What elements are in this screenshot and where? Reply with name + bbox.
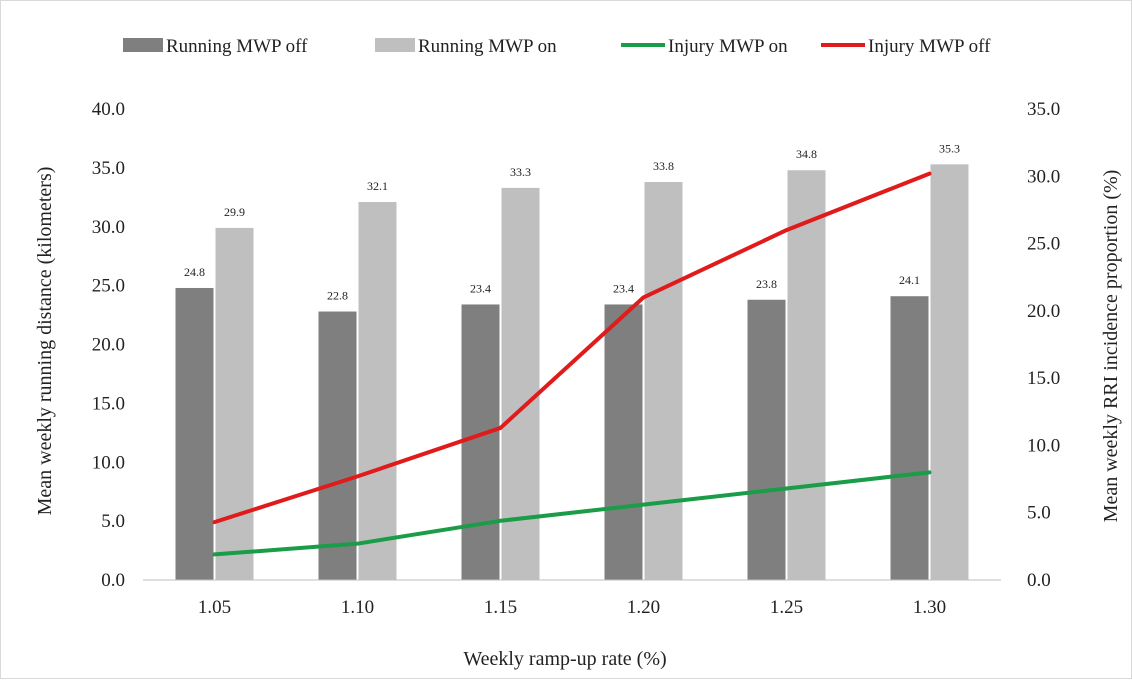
- bar-data-label: 23.4: [613, 281, 634, 295]
- labels-layer: 24.8 22.8 23.4 23.4 23.8 24.1 29.9 32.1 33.3 33.8…: [184, 141, 960, 302]
- x-tick-label: 1.20: [627, 597, 660, 618]
- line-injury-mwp-off: [212, 171, 932, 525]
- bar-data-label: 33.3: [510, 165, 531, 179]
- x-tick-label: 1.10: [341, 597, 374, 618]
- bar-data-label: 35.3: [939, 141, 960, 155]
- bar-data-label: 34.8: [796, 147, 817, 161]
- y2-tick-label: 0.0: [1027, 570, 1051, 591]
- legend-label: Injury MWP off: [868, 36, 991, 57]
- bar-running-mwp-off: [604, 304, 643, 580]
- x-tick-label: 1.15: [484, 597, 517, 618]
- y2-tick-label: 35.0: [1027, 99, 1060, 120]
- bar-data-label: 29.9: [224, 205, 245, 219]
- bar-data-label: 24.1: [899, 273, 920, 287]
- legend-swatch: [123, 38, 163, 52]
- legend-label: Injury MWP on: [668, 36, 788, 57]
- bar-running-mwp-off: [318, 311, 357, 580]
- y2-tick-label: 5.0: [1027, 503, 1051, 524]
- bar-data-label: 22.8: [327, 289, 348, 303]
- x-tick-label: 1.05: [198, 597, 231, 618]
- legend: Running MWP off Running MWP on Injury MWP …: [123, 36, 991, 57]
- y2-tick-label: 30.0: [1027, 166, 1060, 187]
- y-tick-label: 30.0: [92, 217, 125, 238]
- x-tick-label: 1.30: [913, 597, 946, 618]
- legend-label: Running MWP off: [166, 36, 308, 57]
- bars-layer: [175, 164, 969, 581]
- bar-data-label: 33.8: [653, 159, 674, 173]
- y-tick-label: 15.0: [92, 393, 125, 414]
- y-tick-label: 25.0: [92, 276, 125, 297]
- bar-data-label: 32.1: [367, 179, 388, 193]
- bar-running-mwp-on: [501, 187, 540, 580]
- bar-running-mwp-on: [787, 170, 826, 581]
- bar-running-mwp-on: [644, 182, 683, 580]
- bar-data-label: 23.8: [756, 277, 777, 291]
- y2-tick-label: 15.0: [1027, 368, 1060, 389]
- bar-running-mwp-off: [890, 296, 929, 580]
- bar-running-mwp-off: [175, 287, 214, 580]
- bar-data-label: 23.4: [470, 281, 491, 295]
- line-injury-mwp-on: [212, 470, 932, 557]
- y2-tick-label: 10.0: [1027, 435, 1060, 456]
- y-axis-title: Mean weekly running distance (kilometers…: [34, 167, 56, 516]
- bar-running-mwp-off: [747, 299, 786, 580]
- x-axis-title: Weekly ramp-up rate (%): [463, 648, 666, 670]
- y-tick-label: 20.0: [92, 335, 125, 356]
- axes-layer: 0.0 5.0 10.0 15.0 20.0 25.0 30.0 35.0 40.0 0.0 5.0…: [92, 99, 1061, 618]
- y2-tick-label: 25.0: [1027, 234, 1060, 255]
- y2-axis-title: Mean weekly RRI incidence proportion (%): [1100, 170, 1122, 523]
- y-tick-label: 40.0: [92, 99, 125, 120]
- bar-running-mwp-off: [461, 304, 500, 580]
- bar-running-mwp-on: [215, 227, 254, 581]
- y2-tick-label: 20.0: [1027, 301, 1060, 322]
- legend-swatch: [375, 38, 415, 52]
- bar-data-label: 24.8: [184, 265, 205, 279]
- bar-running-mwp-on: [358, 202, 397, 580]
- legend-label: Running MWP on: [418, 36, 557, 57]
- y-tick-label: 10.0: [92, 452, 125, 473]
- y-tick-label: 5.0: [101, 511, 125, 532]
- lines-layer: [212, 171, 932, 557]
- bar-running-mwp-on: [930, 164, 969, 580]
- x-tick-label: 1.25: [770, 597, 803, 618]
- y-tick-label: 35.0: [92, 158, 125, 179]
- y-tick-label: 0.0: [101, 570, 125, 591]
